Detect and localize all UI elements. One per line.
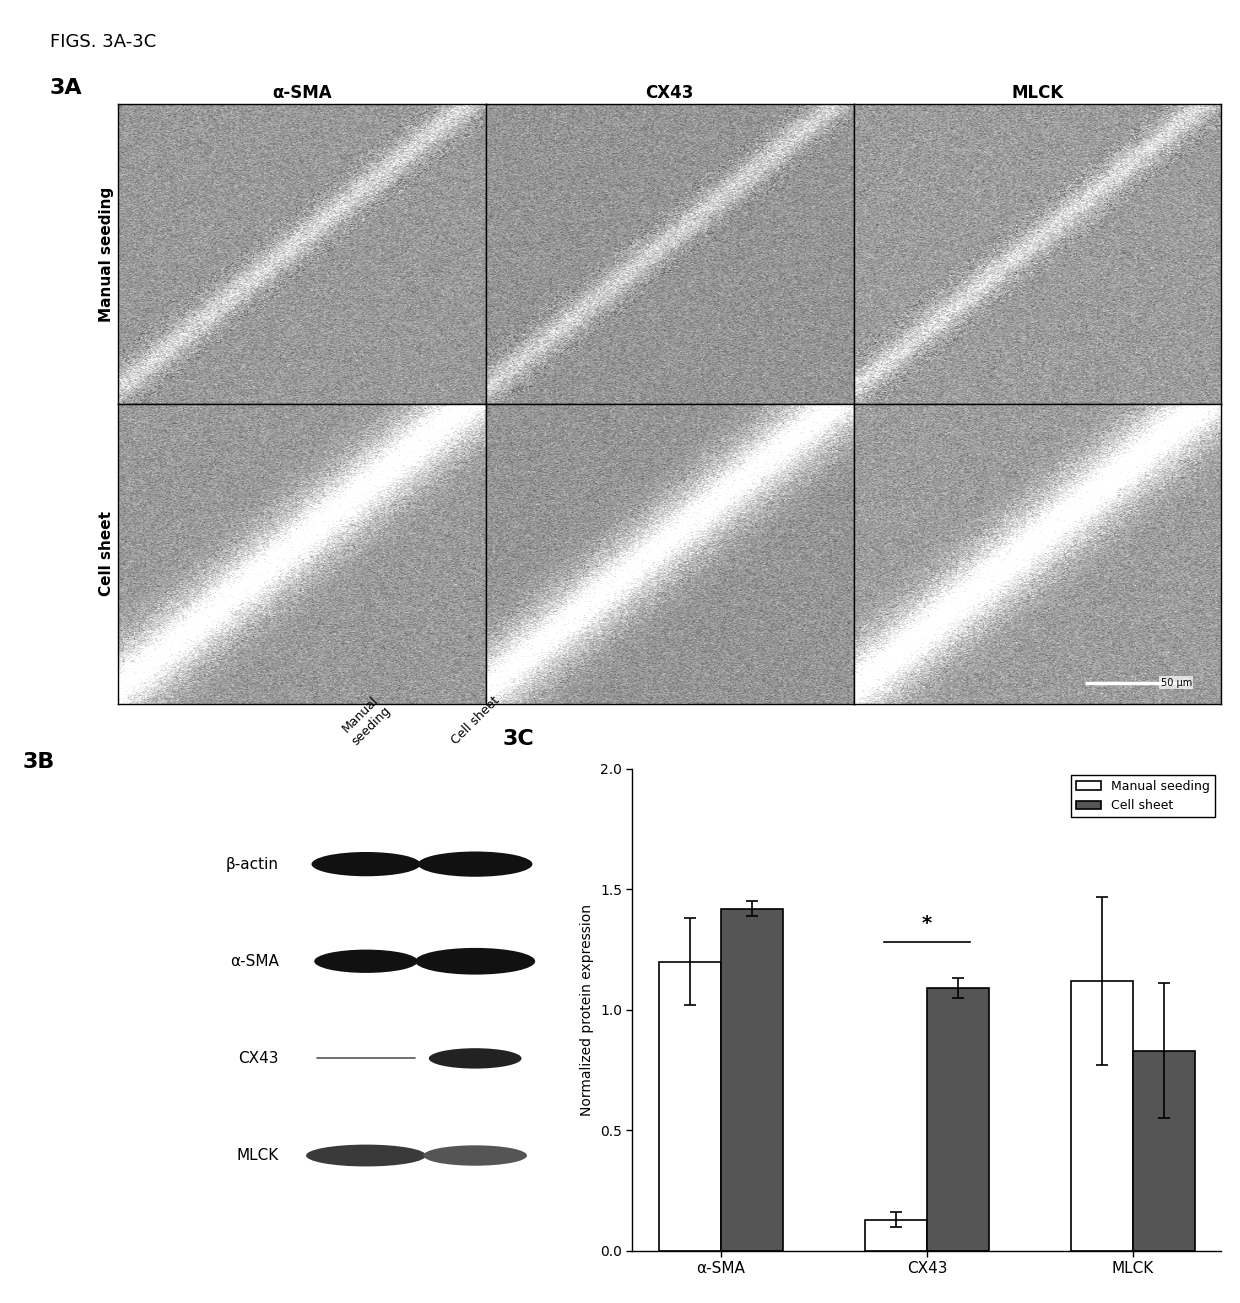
Text: CX43: CX43	[645, 83, 694, 102]
Text: Manual
seeding: Manual seeding	[339, 693, 393, 748]
Bar	[1133, 1050, 1194, 1251]
Text: FIGS. 3A-3C: FIGS. 3A-3C	[50, 33, 156, 51]
Ellipse shape	[423, 1145, 527, 1166]
Text: Cell sheet: Cell sheet	[449, 694, 502, 748]
Ellipse shape	[311, 852, 420, 876]
Bar	[1071, 981, 1133, 1251]
Text: Manual seeding: Manual seeding	[99, 186, 114, 322]
Text: MLCK: MLCK	[1012, 83, 1064, 102]
Text: Cell sheet: Cell sheet	[99, 511, 114, 597]
Text: 3C: 3C	[503, 730, 534, 749]
Ellipse shape	[418, 851, 532, 877]
Text: 3A: 3A	[50, 78, 82, 98]
Ellipse shape	[314, 950, 418, 973]
Text: 3B: 3B	[22, 752, 55, 773]
Text: α-SMA: α-SMA	[229, 954, 279, 968]
Bar	[866, 1220, 928, 1251]
Ellipse shape	[415, 947, 536, 975]
Y-axis label: Normalized protein expression: Normalized protein expression	[580, 904, 594, 1115]
Text: CX43: CX43	[238, 1052, 279, 1066]
Bar	[660, 962, 720, 1251]
Bar	[928, 988, 988, 1251]
Ellipse shape	[429, 1048, 522, 1068]
Ellipse shape	[306, 1144, 427, 1166]
Text: β-actin: β-actin	[226, 856, 279, 872]
Text: *: *	[921, 913, 932, 933]
Text: α-SMA: α-SMA	[272, 83, 331, 102]
Legend: Manual seeding, Cell sheet: Manual seeding, Cell sheet	[1071, 775, 1215, 817]
Text: 50 μm: 50 μm	[1161, 678, 1192, 688]
Bar	[720, 908, 782, 1251]
Text: MLCK: MLCK	[237, 1148, 279, 1164]
